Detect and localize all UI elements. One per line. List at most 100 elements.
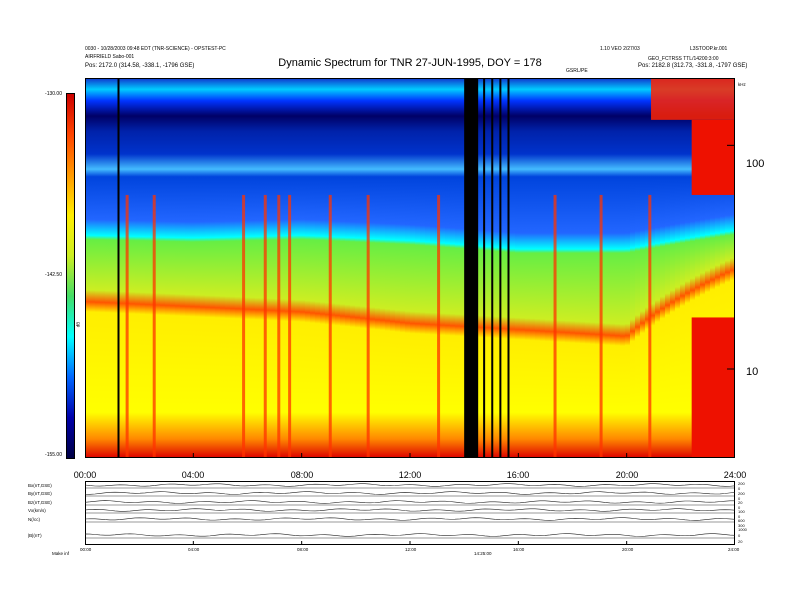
spectrum-column bbox=[485, 78, 491, 458]
spectrum-column bbox=[575, 78, 581, 458]
spectrum-column bbox=[515, 78, 521, 458]
x-tick-5: 20:00 bbox=[615, 470, 639, 480]
spectrum-column bbox=[110, 78, 116, 458]
spectrogram bbox=[85, 78, 735, 458]
panel-right-tick-3: 0 bbox=[738, 496, 741, 501]
spectrum-column bbox=[460, 78, 466, 458]
spectrum-column bbox=[235, 78, 241, 458]
panel-x-tick-1: 04:00 bbox=[188, 547, 200, 552]
spectrum-column bbox=[310, 78, 316, 458]
spectrum-column bbox=[165, 78, 171, 458]
spectrum-column bbox=[390, 78, 396, 458]
panel-x-tick-6: 24:00 bbox=[728, 547, 740, 552]
parameter-trace bbox=[85, 491, 735, 495]
x-tick-0: 00:00 bbox=[73, 470, 97, 480]
panel-label-bz: Bz(nT,GSE) bbox=[28, 500, 52, 505]
spectrum-column bbox=[630, 78, 636, 458]
header-right-line-1: 1.10 VEO 2/27/03 bbox=[600, 46, 640, 52]
data-gap bbox=[469, 78, 472, 458]
spectrum-column bbox=[185, 78, 191, 458]
spectrum-column bbox=[325, 78, 331, 458]
spectrum-column bbox=[445, 78, 451, 458]
spectrum-column bbox=[105, 78, 111, 458]
parameter-trace bbox=[85, 508, 735, 512]
spectrum-column bbox=[160, 78, 166, 458]
spectrum-column bbox=[400, 78, 406, 458]
panel-right-tick-2: 200 bbox=[738, 491, 745, 496]
spectrum-column bbox=[695, 78, 701, 458]
x-tick-2: 08:00 bbox=[290, 470, 314, 480]
spectrum-column bbox=[700, 78, 706, 458]
header-right-line-4: Pos: 2182.8 (312.73, -331.8, -1797 GSE) bbox=[638, 63, 748, 69]
spectrum-column bbox=[315, 78, 321, 458]
spectrum-column bbox=[565, 78, 571, 458]
spectrum-column bbox=[625, 78, 631, 458]
spectrum-column bbox=[320, 78, 326, 458]
spectrum-column bbox=[600, 78, 606, 458]
spectrum-column bbox=[340, 78, 346, 458]
spectrum-column bbox=[645, 78, 651, 458]
spectrum-column bbox=[590, 78, 596, 458]
radio-burst bbox=[599, 194, 603, 458]
spectrum-column bbox=[550, 78, 556, 458]
spectrum-column bbox=[200, 78, 206, 458]
spectrum-column bbox=[395, 78, 401, 458]
y-tick-100: 100 bbox=[746, 158, 765, 170]
right-axis-unit: kHz bbox=[738, 82, 746, 87]
radio-burst bbox=[437, 194, 441, 458]
y-tick-10: 10 bbox=[746, 366, 759, 378]
spectrum-column bbox=[415, 78, 421, 458]
spectrum-column bbox=[620, 78, 626, 458]
parameter-trace bbox=[85, 533, 735, 537]
spectrum-column bbox=[375, 78, 381, 458]
spectrum-column bbox=[370, 78, 376, 458]
panel-right-tick-12: 20 bbox=[738, 539, 743, 544]
radio-burst bbox=[553, 194, 557, 458]
spectrum-column bbox=[95, 78, 101, 458]
spectrum-column bbox=[270, 78, 276, 458]
x-tick-4: 16:00 bbox=[506, 470, 530, 480]
spectrum-column bbox=[255, 78, 261, 458]
radio-burst bbox=[328, 194, 332, 458]
header-left-line-1: 0030 - 10/28/2003 09:48 EDT (TNR-SCIENCE… bbox=[85, 46, 226, 52]
panel-label-by: By(nT,GSE) bbox=[28, 491, 52, 496]
panel-right-tick-8: 600 bbox=[738, 518, 745, 523]
spectrum-column bbox=[425, 78, 431, 458]
header-left-line-2: AIRFRIELD Sabo-001 bbox=[85, 54, 135, 60]
header-right-line-3: GEO_FCTRSS TTL/14200:3:00 bbox=[648, 56, 719, 62]
data-gap bbox=[491, 78, 494, 458]
panel-x-tick-0: 00:00 bbox=[80, 547, 92, 552]
spectrum-column bbox=[480, 78, 486, 458]
spectrum-column bbox=[450, 78, 456, 458]
spectrum-column bbox=[670, 78, 676, 458]
spectrum-column bbox=[100, 78, 106, 458]
panel-label-vx: Vx(km/s) bbox=[28, 508, 46, 513]
header-left-line-3: Pos: 2172.0 (314.58, -338.1, -1796 GSE) bbox=[85, 63, 195, 69]
x-tick-1: 04:00 bbox=[181, 470, 205, 480]
spectrum-column bbox=[665, 78, 671, 458]
spectrum-column bbox=[455, 78, 461, 458]
spectrum-column bbox=[305, 78, 311, 458]
spectrum-column bbox=[280, 78, 286, 458]
spectrum-column bbox=[530, 78, 536, 458]
spectrum-column bbox=[205, 78, 211, 458]
spectrum-column bbox=[85, 78, 91, 458]
panel-label-n: N(/cc) bbox=[28, 517, 40, 522]
spectrum-column bbox=[360, 78, 366, 458]
spectrum-column bbox=[660, 78, 666, 458]
spectrum-column bbox=[135, 78, 141, 458]
spectrum-column bbox=[500, 78, 506, 458]
spectrum-column bbox=[655, 78, 661, 458]
colorbar-tick-top: -130.00 bbox=[45, 91, 62, 97]
spectrum-column bbox=[210, 78, 216, 458]
spectrum-column bbox=[615, 78, 621, 458]
panel-footer-mid: 14:25:00 bbox=[474, 551, 492, 556]
data-gap bbox=[483, 78, 486, 458]
panel-right-tick-1: 0 bbox=[738, 486, 741, 491]
parameter-trace bbox=[85, 517, 735, 521]
spectrum-column bbox=[335, 78, 341, 458]
panel-footer-left: Make inf bbox=[52, 551, 70, 556]
radio-burst bbox=[277, 194, 281, 458]
spectrum-column bbox=[380, 78, 386, 458]
panel-x-tick-3: 12:00 bbox=[405, 547, 417, 552]
